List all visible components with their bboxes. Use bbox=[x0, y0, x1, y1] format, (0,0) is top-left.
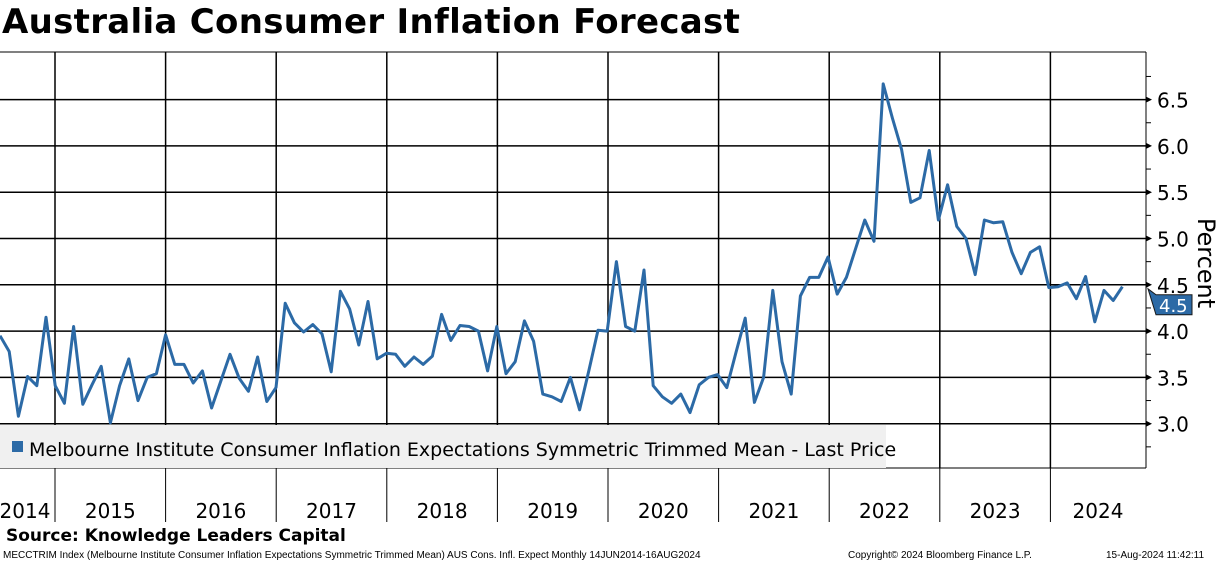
y-tick-mark bbox=[1146, 281, 1152, 288]
last-value-label: 4.5 bbox=[1159, 296, 1188, 317]
y-tick-label: 3.5 bbox=[1157, 366, 1189, 390]
y-tick-label: 6.5 bbox=[1157, 89, 1189, 113]
y-tick-mark bbox=[1146, 420, 1152, 427]
gridlines bbox=[0, 51, 1146, 469]
data-points bbox=[0, 84, 1122, 423]
x-tick-label: 2021 bbox=[748, 499, 799, 523]
last-value-badge bbox=[1147, 287, 1193, 316]
x-tick-label: 2020 bbox=[638, 499, 689, 523]
y-tick-label: 4.5 bbox=[1157, 274, 1189, 298]
chart-title: Australia Consumer Inflation Forecast bbox=[2, 2, 741, 42]
x-tick-label: 2017 bbox=[306, 499, 357, 523]
legend-swatch bbox=[12, 441, 23, 452]
y-tick-mark bbox=[1146, 328, 1152, 335]
series-line bbox=[0, 82, 1124, 425]
y-tick-label: 5.5 bbox=[1157, 181, 1189, 205]
y-tick-label: 6.0 bbox=[1157, 135, 1189, 159]
y-tick-mark bbox=[1146, 142, 1152, 149]
x-tick-label: 2019 bbox=[527, 499, 578, 523]
x-tick-label: 2023 bbox=[970, 499, 1021, 523]
x-tick-label: 2022 bbox=[859, 499, 910, 523]
axes: 3.0 3.5 4.0 4.5 5.0 5.5 6.0 6.5 2014 2015 2016 2017… bbox=[0, 52, 1189, 523]
legend-label: Melbourne Institute Consumer Inflation E… bbox=[29, 439, 896, 461]
x-tick-label: 2024 bbox=[1073, 499, 1124, 523]
x-tick-label: 2018 bbox=[417, 499, 468, 523]
x-tick-label: 2014 bbox=[0, 499, 50, 523]
y-tick-mark bbox=[1146, 235, 1152, 242]
footer-description: MECCTRIM Index (Melbourne Institute Cons… bbox=[3, 550, 701, 561]
y-tick-label: 3.0 bbox=[1157, 413, 1189, 437]
y-axis-label: Percent bbox=[1192, 218, 1220, 308]
y-tick-mark bbox=[1146, 189, 1152, 196]
y-tick-mark bbox=[1146, 96, 1152, 103]
y-tick-mark bbox=[1146, 374, 1152, 381]
y-tick-label: 4.0 bbox=[1157, 320, 1189, 344]
source-note: Source: Knowledge Leaders Capital bbox=[6, 526, 346, 546]
last-value-marker: 4.5 bbox=[1147, 287, 1193, 317]
footer-copyright: Copyright© 2024 Bloomberg Finance L.P. bbox=[848, 550, 1032, 561]
legend-background bbox=[0, 425, 886, 468]
x-tick-label: 2016 bbox=[195, 499, 246, 523]
footer-timestamp: 15-Aug-2024 11:42:11 bbox=[1106, 550, 1205, 561]
y-tick-label: 5.0 bbox=[1157, 228, 1189, 252]
x-tick-label: 2015 bbox=[85, 499, 136, 523]
legend: Melbourne Institute Consumer Inflation E… bbox=[0, 425, 896, 468]
